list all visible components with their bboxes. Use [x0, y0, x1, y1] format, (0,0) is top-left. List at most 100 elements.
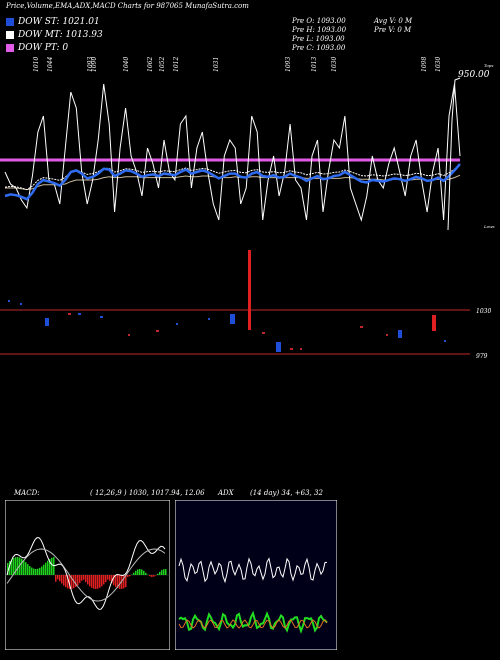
macd-histogram-bar [39, 567, 41, 575]
legend-label-mt: DOW MT: 1013.93 [18, 30, 103, 40]
level-1030-label: 1030 [476, 308, 491, 315]
legend-dow-st: DOW ST: 1021.01 [6, 17, 100, 27]
macd-histogram-bar [165, 569, 167, 575]
macd-histogram-bar [81, 575, 83, 581]
ema-fast-line [4, 163, 461, 201]
volume-bar [386, 334, 388, 336]
macd-histogram-bar [57, 575, 59, 580]
date-label: 1044 [47, 57, 54, 72]
macd-histogram-bar [51, 557, 53, 575]
macd-histogram-bar [113, 575, 115, 586]
level-979-label: 979 [476, 353, 488, 360]
stat-pre-low: Pre L: 1093.00 [292, 35, 345, 43]
macd-histogram-bar [45, 562, 47, 575]
macd-histogram-bar [59, 575, 61, 582]
adx-minus-di-line [178, 619, 328, 629]
stat-pre-close: Pre C: 1093.00 [292, 44, 346, 52]
ema-slow-line [5, 174, 461, 191]
macd-histogram-bar [9, 561, 11, 575]
macd-histogram-bar [17, 557, 19, 575]
date-label: 1062 [147, 57, 154, 72]
macd-histogram-bar [7, 563, 9, 575]
macd-histogram-bar [127, 575, 129, 577]
adx-line [178, 557, 328, 584]
macd-histogram-bar [89, 575, 91, 587]
macd-histogram-bar [159, 571, 161, 575]
volume-bar [128, 334, 130, 336]
volume-bar [230, 314, 235, 324]
macd-histogram-bar [139, 569, 141, 575]
volume-bar [78, 313, 81, 315]
stat-pre-volume: Pre V: 0 M [374, 26, 412, 34]
date-label: 1093 [285, 57, 292, 72]
legend-label-pt: DOW PT: 0 [18, 43, 69, 53]
volume-bar [262, 332, 265, 334]
volume-bar [248, 250, 251, 330]
volume-bar [432, 315, 436, 331]
top-spike [447, 77, 461, 231]
legend-label-st: DOW ST: 1021.01 [18, 17, 100, 27]
macd-histogram-bar [95, 575, 97, 589]
macd-histogram-bar [99, 575, 101, 588]
volume-bar [444, 340, 446, 342]
macd-histogram-bar [23, 560, 25, 575]
macd-panel [5, 500, 170, 650]
date-label: 1098 [421, 57, 428, 72]
macd-histogram-bar [157, 573, 159, 575]
macd-histogram-bar [155, 575, 157, 576]
date-label: 1090 [91, 57, 98, 72]
date-label: 1030 [435, 57, 442, 72]
macd-histogram-bar [151, 575, 153, 577]
volume-bar [300, 348, 302, 350]
legend-dow-pt: DOW PT: 0 [6, 43, 68, 53]
macd-histogram-bar [47, 560, 49, 575]
macd-histogram-bar [61, 575, 63, 584]
macd-histogram-bar [55, 575, 57, 582]
macd-histogram-bar [15, 557, 17, 575]
volume-bar [20, 303, 22, 305]
macd-histogram-bar [145, 572, 147, 575]
volume-bar [398, 330, 402, 338]
macd-histogram-bar [87, 575, 89, 585]
stat-avg-volume: Avg V: 0 M [374, 17, 413, 25]
macd-histogram-bar [107, 575, 109, 580]
macd-histogram-bar [83, 575, 85, 580]
macd-histogram-bar [135, 570, 137, 575]
macd-histogram-bar [143, 570, 145, 575]
macd-label: MACD: [14, 489, 40, 497]
date-label: 1012 [173, 57, 180, 72]
adx-panel [175, 500, 337, 650]
macd-histogram-bar [133, 572, 135, 575]
macd-histogram-bar [161, 570, 163, 575]
stat-pre-high: Pre H: 1093.00 [292, 26, 347, 34]
macd-histogram-bar [111, 575, 113, 584]
macd-histogram-bar [105, 575, 107, 583]
macd-signal-line [6, 548, 166, 602]
date-label: 1030 [331, 57, 338, 72]
macd-histogram-bar [163, 569, 165, 575]
macd-histogram-bar [129, 575, 131, 577]
top-price-label: 950.00 [458, 70, 490, 80]
macd-histogram-bar [153, 575, 155, 577]
macd-histogram-bar [63, 575, 65, 586]
macd-line [6, 537, 166, 610]
macd-histogram-bar [53, 557, 55, 575]
macd-histogram-bar [11, 559, 13, 575]
macd-histogram-bar [77, 575, 79, 586]
macd-histogram-bar [33, 568, 35, 575]
macd-histogram-bar [21, 558, 23, 575]
volume-bar [360, 326, 363, 328]
legend-swatch-st [6, 18, 14, 26]
macd-histogram-bar [97, 575, 99, 589]
date-label: 1052 [159, 57, 166, 72]
volume-bar [45, 318, 49, 326]
macd-histogram-bar [119, 575, 121, 589]
adx-values: (14 day) 34, +63, 32 [250, 489, 323, 497]
macd-histogram-bar [27, 564, 29, 575]
macd-histogram-bar [65, 575, 67, 588]
macd-histogram-bar [43, 564, 45, 575]
adx-label: ADX [218, 489, 234, 497]
macd-histogram-bar [109, 575, 111, 581]
macd-histogram-bar [117, 575, 119, 589]
